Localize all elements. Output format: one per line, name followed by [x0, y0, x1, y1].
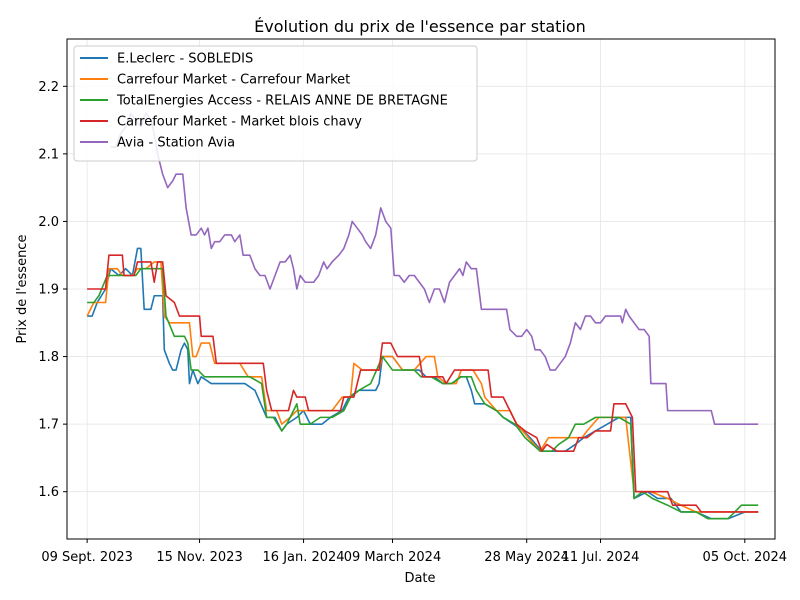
x-tick-label: 15 Nov. 2023 [156, 550, 242, 565]
x-tick-label: 09 March 2024 [344, 550, 442, 565]
chart-title: Évolution du prix de l'essence par stati… [254, 17, 586, 36]
y-tick-label: 1.8 [38, 350, 59, 365]
y-tick-label: 2.1 [38, 147, 59, 162]
x-axis-label: Date [404, 571, 435, 586]
series-layer [86, 112, 759, 520]
y-tick-label: 1.6 [38, 485, 59, 500]
legend-label: E.Leclerc - SOBLEDIS [117, 52, 253, 67]
series-line-3 [87, 267, 759, 520]
x-tick-label: 11 Jul. 2024 [562, 550, 640, 565]
x-tick-label: 05 Oct. 2024 [703, 550, 788, 565]
y-tick-label: 2.2 [38, 80, 59, 95]
y-tick-label: 1.7 [38, 418, 59, 433]
legend-label: Carrefour Market - Carrefour Market [117, 73, 350, 88]
series-line-4 [87, 254, 759, 513]
y-tick-label: 1.9 [38, 283, 59, 298]
legend-label: TotalEnergies Access - RELAIS ANNE DE BR… [116, 94, 448, 109]
legend-label: Carrefour Market - Market blois chavy [117, 115, 362, 130]
legend: E.Leclerc - SOBLEDIS Carrefour Market - C… [73, 45, 478, 162]
legend-box [73, 45, 478, 162]
x-tick-label: 16 Jan. 2024 [263, 550, 345, 565]
x-axis: 09 Sept. 2023 15 Nov. 2023 16 Jan. 2024 09 … [41, 539, 787, 565]
x-tick-label: 28 May 2024 [484, 550, 569, 565]
x-tick-label: 09 Sept. 2023 [41, 550, 133, 565]
legend-label: Avia - Station Avia [117, 136, 235, 151]
y-axis-label: Prix de l'essence [15, 235, 30, 344]
y-axis: 1.6 1.7 1.8 1.9 2.0 2.1 2.2 [38, 80, 67, 500]
y-tick-label: 2.0 [38, 215, 59, 230]
series-line-5 [110, 112, 759, 425]
series-line-2 [86, 261, 759, 513]
